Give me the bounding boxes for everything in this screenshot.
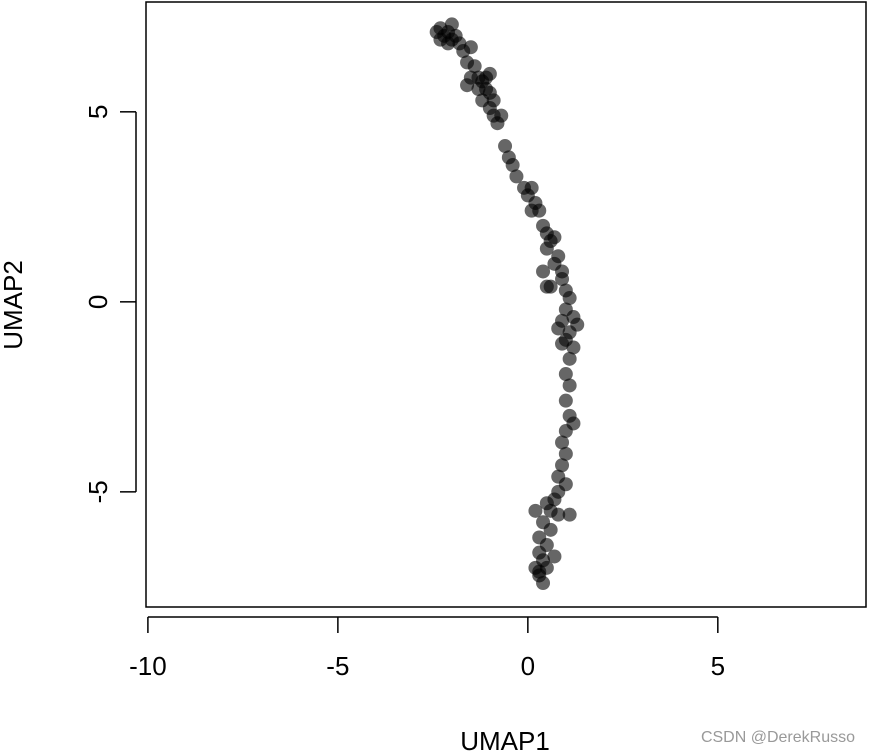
point [463,40,478,55]
point [498,139,513,154]
point [551,507,566,522]
point [467,59,482,74]
point [558,446,573,461]
x-tick-label: -5 [326,651,349,681]
point [429,25,444,40]
point [562,507,577,522]
point [558,424,573,439]
point [471,82,486,97]
point [505,158,520,173]
point [441,36,456,51]
point [528,503,543,518]
point [539,241,554,256]
point [562,291,577,306]
point [539,279,554,294]
x-tick-label: 0 [521,651,535,681]
point [524,180,539,195]
point [543,522,558,537]
point [551,321,566,336]
y-axis-label: UMAP2 [0,260,28,350]
point [460,78,475,93]
point [558,393,573,408]
point [509,169,524,184]
point [444,17,459,32]
point [539,560,554,575]
point [536,264,551,279]
point [555,435,570,450]
point [562,351,577,366]
x-tick-label: -10 [129,651,167,681]
x-tick-label: 5 [711,651,725,681]
plot-frame [145,1,867,608]
point [562,378,577,393]
point [494,108,509,123]
point [555,336,570,351]
point [547,549,562,564]
x-axis-label: UMAP1 [460,726,550,754]
y-tick-label: 5 [83,105,113,119]
point [555,458,570,473]
point [566,340,581,355]
watermark: CSDN @DerekRusso [701,729,855,746]
point [482,66,497,81]
point [532,203,547,218]
point [555,272,570,287]
point [536,576,551,591]
point [547,230,562,245]
point [558,367,573,382]
y-tick-label: 0 [83,295,113,309]
y-tick-label: -5 [83,480,113,503]
